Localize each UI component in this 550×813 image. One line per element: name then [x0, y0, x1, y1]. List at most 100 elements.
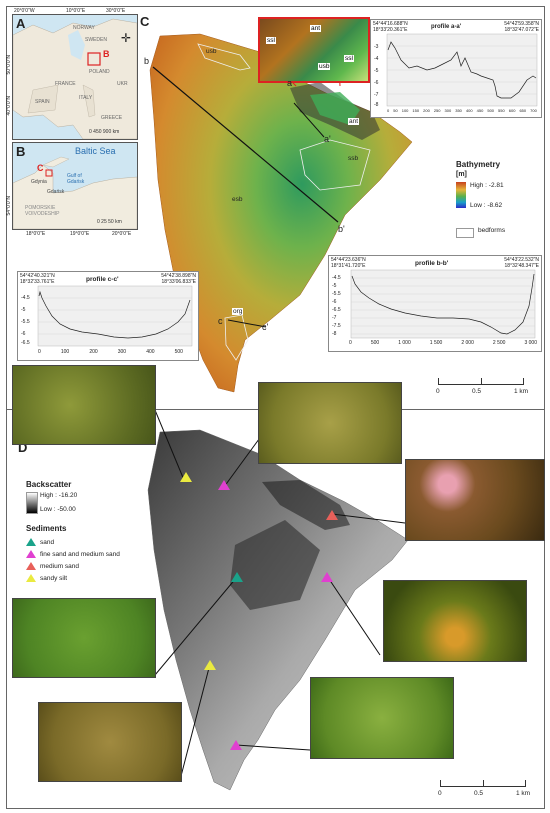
inset-a-place-sweden: SWEDEN [85, 37, 107, 43]
profile-c-ytick-2: -5 [21, 307, 26, 313]
backscatter-legend-title: Backscatter [26, 480, 72, 489]
zoom-label-ssl-right: ssl [344, 55, 354, 62]
profile-a-ytick-4: -6 [374, 80, 379, 86]
zoom-label-ant: ant [310, 25, 322, 32]
scale-d-1: 1 km [516, 790, 531, 797]
profile-a-xtick: 100 [401, 108, 409, 113]
sediment-marker-medium-sand [326, 510, 338, 520]
scale-d-05: 0.5 [474, 790, 484, 797]
profile-a-ytick-5: -7 [374, 92, 379, 98]
sediment-legend-swatch-sand [26, 538, 36, 546]
profile-a-xtick: 350 [455, 108, 462, 113]
profile-a-xtick: 200 [423, 108, 430, 113]
inset-a-place-spain: SPAIN [35, 99, 50, 105]
inset-a-map [13, 18, 137, 139]
sediment-legend-label: sand [40, 538, 55, 546]
inset-a-lon-tick-1: 20°0'0"W [14, 8, 35, 14]
backscatter-ramp [26, 492, 38, 514]
profile-point-b: b [144, 56, 150, 66]
profile-a-ytick-3: -5 [374, 68, 379, 74]
profile-b-line [351, 273, 535, 335]
profile-a-ytick-1: -3 [374, 44, 379, 50]
profile-b-ytick-4: -6 [332, 299, 337, 305]
profile-c-xtick: 300 [117, 349, 127, 355]
bedforms-label: bedforms [478, 227, 506, 234]
inset-a-lon-tick-2: 10°0'0"E [66, 8, 86, 14]
sediment-legend-label: sandy silt [40, 574, 68, 582]
profile-b-chart: 54°44'23.636"N 18°31'41.720"E 54°43'22.5… [328, 255, 542, 352]
sediment-legend-swatch-fine-medium [26, 550, 36, 558]
map-label-ssb: ssb [348, 155, 359, 162]
profile-c-right-coord-1: 54°42'38.898"N [161, 273, 196, 279]
sediment-marker-fine-medium-sand-3 [230, 740, 242, 750]
profile-a-right-coord-2: 18°32'47.072"E [504, 27, 539, 33]
zoom-label-ssl-left: ssl [266, 37, 276, 44]
profile-c-left-coord-2: 18°32'33.761"E [20, 279, 55, 285]
legend-color-ramp [456, 182, 466, 208]
backscatter-legend: Backscatter High : -16.20 Low : -50.00 S… [26, 480, 166, 590]
legend-unit: [m] [456, 171, 467, 178]
zoom-label-usb: usb [318, 63, 331, 70]
sediment-marker-sand [231, 572, 243, 582]
profile-a-xtick: 600 [508, 108, 516, 113]
profile-a-xtick: 650 [519, 108, 527, 113]
profile-b-right-coord-1: 54°43'22.532"N [504, 257, 539, 263]
map-label-usb: usb [206, 48, 217, 55]
seabed-photo-3 [405, 459, 545, 541]
inset-b-map [13, 156, 137, 229]
profile-c-line [38, 290, 191, 339]
inset-a-marker-box [87, 52, 101, 66]
inset-b-scale: 0 25 50 km [97, 219, 122, 225]
sediment-legend-swatch-sandy-silt [26, 574, 36, 582]
map-label-org: org [232, 308, 244, 315]
sediment-legend-label: fine sand and medium sand [40, 550, 120, 558]
seabed-photo-1 [12, 365, 156, 445]
profile-c-ytick-3: -5.5 [21, 319, 30, 325]
scale-bar-d [440, 780, 526, 787]
profile-b-ytick-1: -4.5 [332, 275, 341, 281]
sediment-marker-fine-medium-sand-2 [321, 572, 333, 582]
panel-c-label: C [140, 14, 150, 29]
profile-point-b-prime: b' [338, 224, 345, 234]
bathymetry-legend: Bathymetry [m] High : -2.81 Low : -8.62 [456, 160, 542, 240]
profile-a-plot [386, 33, 538, 107]
sediments-legend-title: Sediments [26, 524, 67, 533]
figure-frame [6, 6, 545, 809]
inset-b-place-gdansk: Gdańsk [47, 189, 65, 195]
profile-b-xtick: 1 500 [429, 340, 443, 346]
inset-a-place-poland: POLAND [89, 69, 110, 75]
profile-a-xtick: 450 [476, 108, 484, 113]
profile-a-xtick: 50 [393, 108, 398, 113]
inset-a-place-france: FRANCE [55, 81, 76, 87]
sediment-legend-item: sand [26, 538, 54, 546]
profile-a-left-coord-1: 54°44'16.688"N [373, 21, 408, 27]
profile-c-ytick-1: -4.5 [21, 295, 30, 301]
profile-point-a-prime: a' [324, 134, 331, 144]
seabed-photo-5 [383, 580, 527, 662]
bedforms-swatch [456, 228, 474, 238]
profile-line-a [293, 102, 325, 138]
sediment-legend-swatch-medium [26, 562, 36, 570]
inset-a-place-italy: ITALY [79, 95, 93, 101]
scale-c-0: 0 [436, 388, 440, 395]
profile-b-left-coord-1: 54°44'23.636"N [331, 257, 366, 263]
legend-title: Bathymetry [456, 160, 501, 169]
profile-a-xtick: 500 [487, 108, 495, 113]
profile-b-xtick: 2 500 [492, 340, 506, 346]
inset-b-place-gulf: Gulf of Gdańsk [67, 173, 85, 185]
north-arrow-icon: ✛ [121, 31, 132, 45]
profile-b-xtick: 2 000 [461, 340, 474, 346]
inset-b-lon-tick-1: 18°0'0"E [26, 231, 46, 237]
seabed-photo-4 [12, 598, 156, 678]
profile-a-line [387, 41, 537, 99]
profile-b-ytick-5: -6.5 [332, 307, 341, 313]
sediment-marker-fine-medium-sand [218, 480, 230, 490]
profile-b-xtick: 1 000 [398, 340, 411, 346]
map-label-ant: ant [348, 118, 360, 125]
inset-b-lon-tick-3: 20°0'0"E [112, 231, 132, 237]
inset-b: B Baltic Sea C Gdynia Gdańsk Gulf of Gda… [12, 142, 138, 230]
profile-b-xtick: 500 [370, 340, 380, 346]
sediment-legend-item: fine sand and medium sand [26, 550, 120, 558]
profile-a-xticks: 0 50 100 150 200 250 300 350 400 450 500… [387, 108, 537, 113]
inset-b-label: B [16, 144, 26, 159]
